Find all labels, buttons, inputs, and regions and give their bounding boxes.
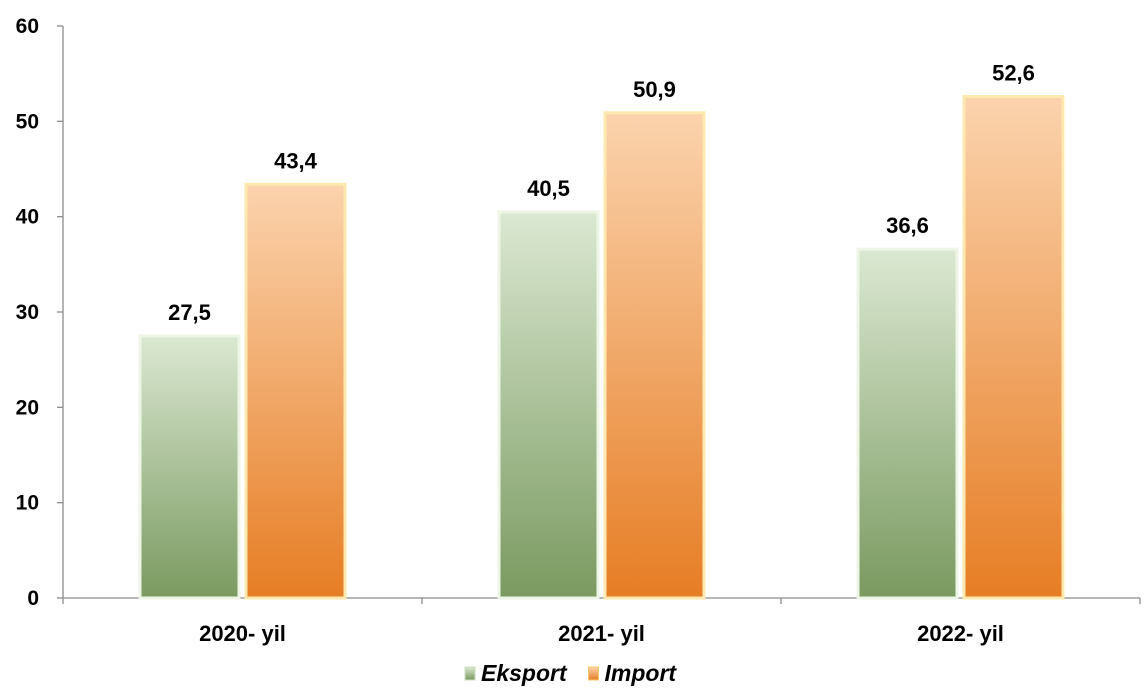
y-tick-label: 60: [16, 15, 39, 38]
x-tick-label: 2022- yil: [917, 621, 1004, 646]
bar-import-3: [962, 95, 1065, 600]
legend-label-import: Import: [605, 660, 678, 686]
data-labels: 27,5 43,4 40,5 50,9 36,6 52,6: [168, 61, 1035, 325]
data-label-eksport-2: 40,5: [527, 176, 570, 201]
y-tick-label: 30: [16, 301, 39, 324]
data-label-eksport-1: 27,5: [168, 300, 211, 325]
legend-swatch-eksport: [464, 666, 476, 681]
legend-item-eksport: Eksport: [464, 660, 568, 686]
axes: 0 10 20 30 40 50 60 2020- yil 2021- yil 2022- yil: [16, 15, 1141, 646]
bars: [138, 95, 1065, 600]
y-tick-label: 0: [27, 587, 39, 610]
data-label-eksport-3: 36,6: [886, 213, 929, 238]
bar-import-1: [244, 182, 347, 600]
y-tick-label: 50: [16, 110, 39, 133]
bar-eksport-2: [497, 210, 600, 600]
bar-import-2: [603, 111, 706, 600]
x-tick-label: 2021- yil: [558, 621, 645, 646]
data-label-import-3: 52,6: [992, 61, 1035, 86]
legend-swatch-import: [588, 666, 599, 681]
bar-eksport-1: [138, 334, 241, 600]
legend-item-import: Import: [588, 660, 678, 686]
data-label-import-2: 50,9: [633, 77, 676, 102]
legend-label-eksport: Eksport: [481, 660, 568, 686]
y-tick-label: 20: [16, 396, 39, 419]
x-tick-label: 2020- yil: [199, 621, 286, 646]
y-tick-label: 40: [16, 206, 39, 229]
legend: Eksport Import: [464, 660, 678, 686]
data-label-import-1: 43,4: [274, 148, 318, 173]
bar-eksport-3: [856, 247, 959, 600]
y-tick-label: 10: [16, 492, 39, 515]
